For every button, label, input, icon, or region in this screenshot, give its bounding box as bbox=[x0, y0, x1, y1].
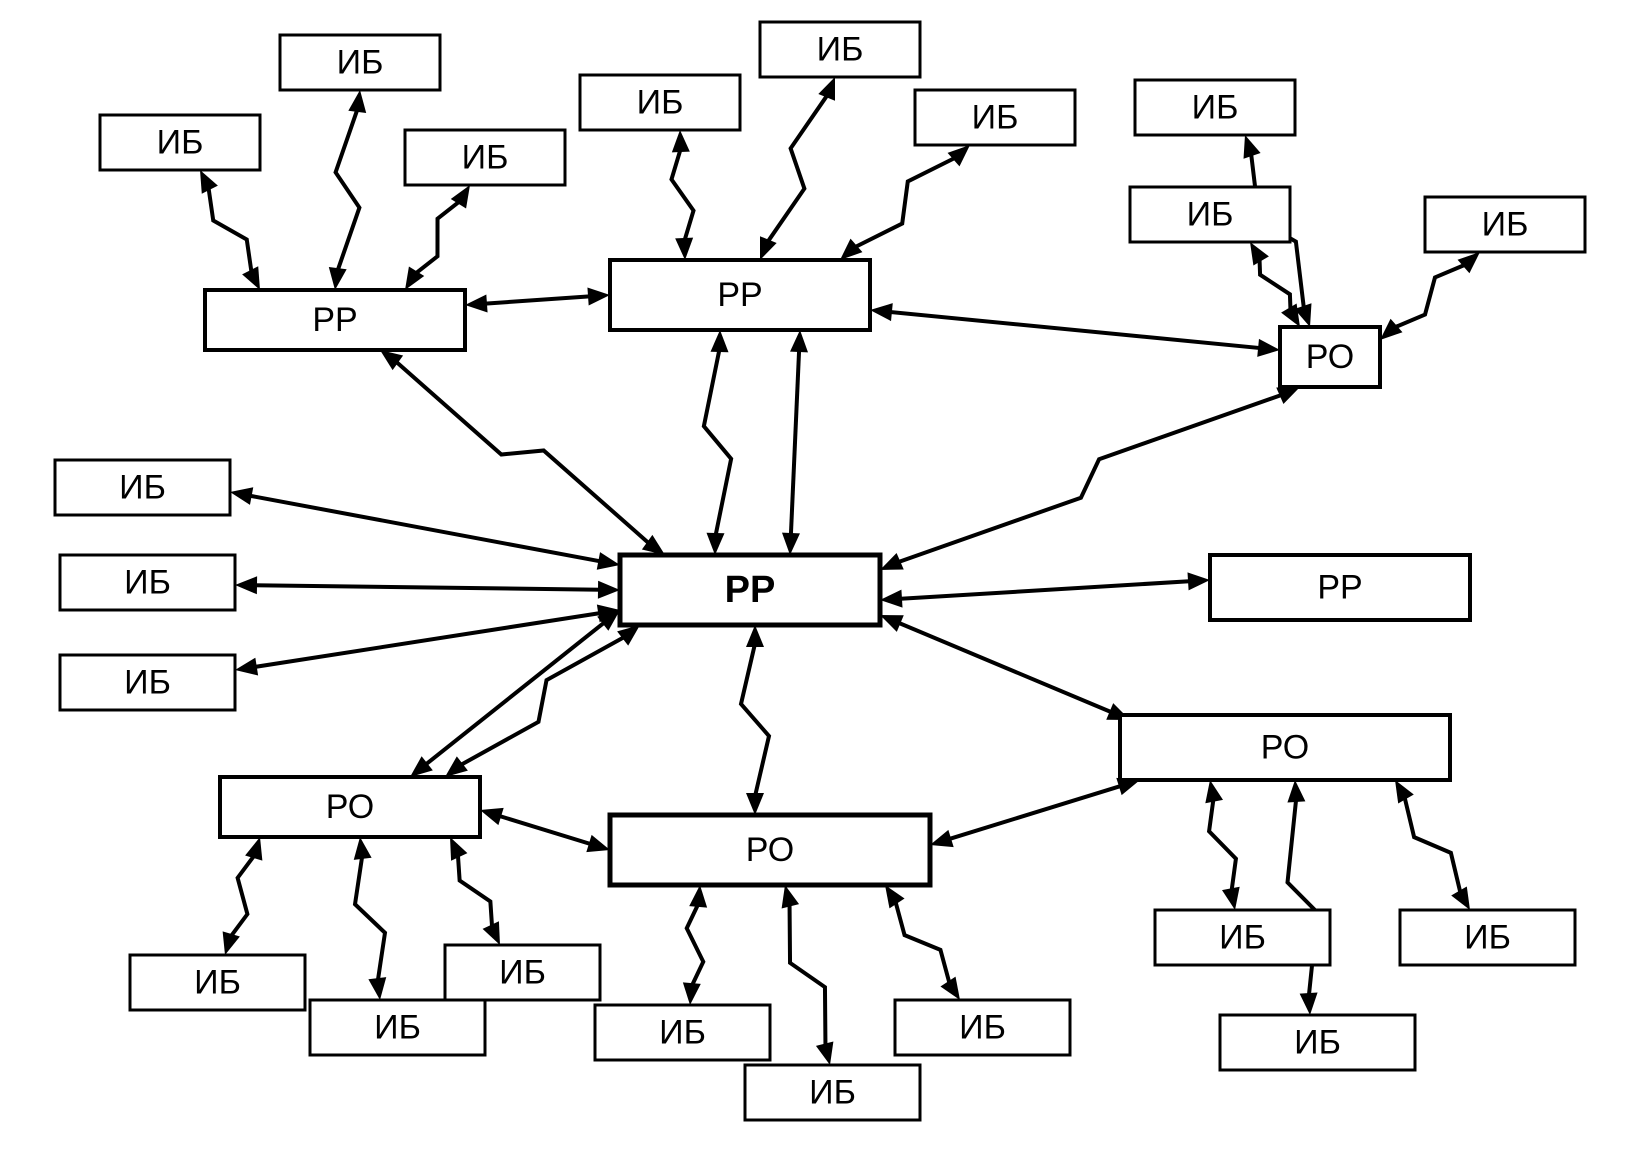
node-label: ИБ bbox=[1294, 1023, 1341, 1061]
node-label: ИБ bbox=[1219, 918, 1266, 956]
node-ro_br: РО bbox=[1120, 715, 1450, 780]
node-ib_tr3: ИБ bbox=[1425, 197, 1585, 252]
node-label: РО bbox=[746, 831, 794, 869]
node-ib_tr1: ИБ bbox=[1135, 80, 1295, 135]
node-ib_bc1: ИБ bbox=[595, 1005, 770, 1060]
node-pp_center: РР bbox=[620, 555, 880, 625]
node-label: РР bbox=[725, 569, 776, 611]
node-ib_tl1: ИБ bbox=[100, 115, 260, 170]
node-pp_r: РР bbox=[1210, 555, 1470, 620]
node-label: ИБ bbox=[462, 138, 509, 176]
node-label: ИБ bbox=[1192, 88, 1239, 126]
node-ib_tc2: ИБ bbox=[760, 22, 920, 77]
node-label: ИБ bbox=[499, 953, 546, 991]
node-label: ИБ bbox=[124, 663, 171, 701]
node-label: ИБ bbox=[1187, 195, 1234, 233]
node-label: РО bbox=[1261, 728, 1309, 766]
node-label: ИБ bbox=[817, 30, 864, 68]
node-ib_tl3: ИБ bbox=[405, 130, 565, 185]
node-ro_bc: РО bbox=[610, 815, 930, 885]
node-label: РР bbox=[312, 301, 357, 339]
node-label: ИБ bbox=[157, 123, 204, 161]
node-ib_tc1: ИБ bbox=[580, 75, 740, 130]
node-pp_tc: РР bbox=[610, 260, 870, 330]
node-ib_br2: ИБ bbox=[1220, 1015, 1415, 1070]
node-ib_bl1: ИБ bbox=[130, 955, 305, 1010]
node-ro_bl: РО bbox=[220, 777, 480, 837]
node-label: РР bbox=[717, 276, 762, 314]
node-ib_br3: ИБ bbox=[1400, 910, 1575, 965]
node-label: ИБ bbox=[972, 98, 1019, 136]
node-ib_tl2: ИБ bbox=[280, 35, 440, 90]
node-label: ИБ bbox=[119, 468, 166, 506]
node-label: ИБ bbox=[337, 43, 384, 81]
node-ib_tc3: ИБ bbox=[915, 90, 1075, 145]
node-label: ИБ bbox=[194, 963, 241, 1001]
node-label: ИБ bbox=[959, 1008, 1006, 1046]
node-label: РО bbox=[326, 788, 374, 826]
node-label: ИБ bbox=[124, 563, 171, 601]
node-ro_tr: РО bbox=[1280, 327, 1380, 387]
node-ib_bc2: ИБ bbox=[745, 1065, 920, 1120]
node-label: ИБ bbox=[1482, 205, 1529, 243]
node-label: ИБ bbox=[809, 1073, 856, 1111]
node-label: ИБ bbox=[637, 83, 684, 121]
node-ib_l1: ИБ bbox=[55, 460, 230, 515]
node-pp_tl: РР bbox=[205, 290, 465, 350]
network-diagram: РР РР РР РО РР РО РО РО ИБ ИБ ИБ ИБ ИБ ИБ ИБ ИБ ИБ ИБ ИБ ИБ… bbox=[0, 0, 1650, 1156]
node-ib_l2: ИБ bbox=[60, 555, 235, 610]
node-ib_tr2: ИБ bbox=[1130, 187, 1290, 242]
node-label: РО bbox=[1306, 338, 1354, 376]
node-label: ИБ bbox=[1464, 918, 1511, 956]
node-ib_bl3: ИБ bbox=[445, 945, 600, 1000]
node-label: ИБ bbox=[659, 1013, 706, 1051]
node-ib_bc3: ИБ bbox=[895, 1000, 1070, 1055]
node-label: ИБ bbox=[374, 1008, 421, 1046]
node-ib_l3: ИБ bbox=[60, 655, 235, 710]
node-ib_br1: ИБ bbox=[1155, 910, 1330, 965]
node-ib_bl2: ИБ bbox=[310, 1000, 485, 1055]
node-label: РР bbox=[1317, 568, 1362, 606]
